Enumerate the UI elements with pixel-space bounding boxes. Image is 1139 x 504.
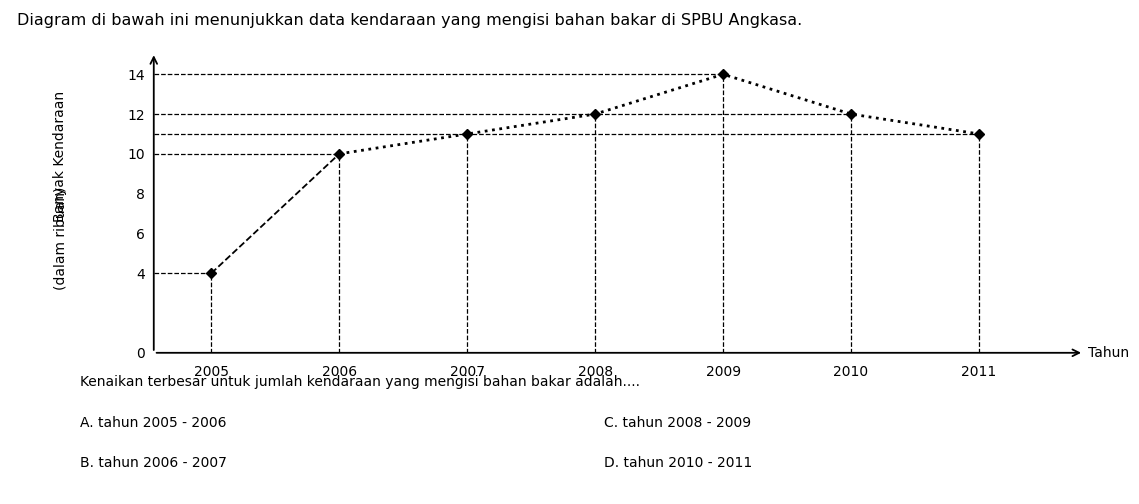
Text: A. tahun 2005 - 2006: A. tahun 2005 - 2006 bbox=[80, 416, 227, 430]
Text: C. tahun 2008 - 2009: C. tahun 2008 - 2009 bbox=[604, 416, 751, 430]
Text: (dalam ribuan): (dalam ribuan) bbox=[54, 186, 67, 290]
Text: B. tahun 2006 - 2007: B. tahun 2006 - 2007 bbox=[80, 456, 227, 470]
Text: Kenaikan terbesar untuk jumlah kendaraan yang mengisi bahan bakar adalah....: Kenaikan terbesar untuk jumlah kendaraan… bbox=[80, 375, 640, 390]
Text: Tahun: Tahun bbox=[1088, 346, 1129, 360]
Text: D. tahun 2010 - 2011: D. tahun 2010 - 2011 bbox=[604, 456, 752, 470]
Text: Diagram di bawah ini menunjukkan data kendaraan yang mengisi bahan bakar di SPBU: Diagram di bawah ini menunjukkan data ke… bbox=[17, 13, 802, 28]
Text: Banyak Kendaraan: Banyak Kendaraan bbox=[54, 91, 67, 222]
